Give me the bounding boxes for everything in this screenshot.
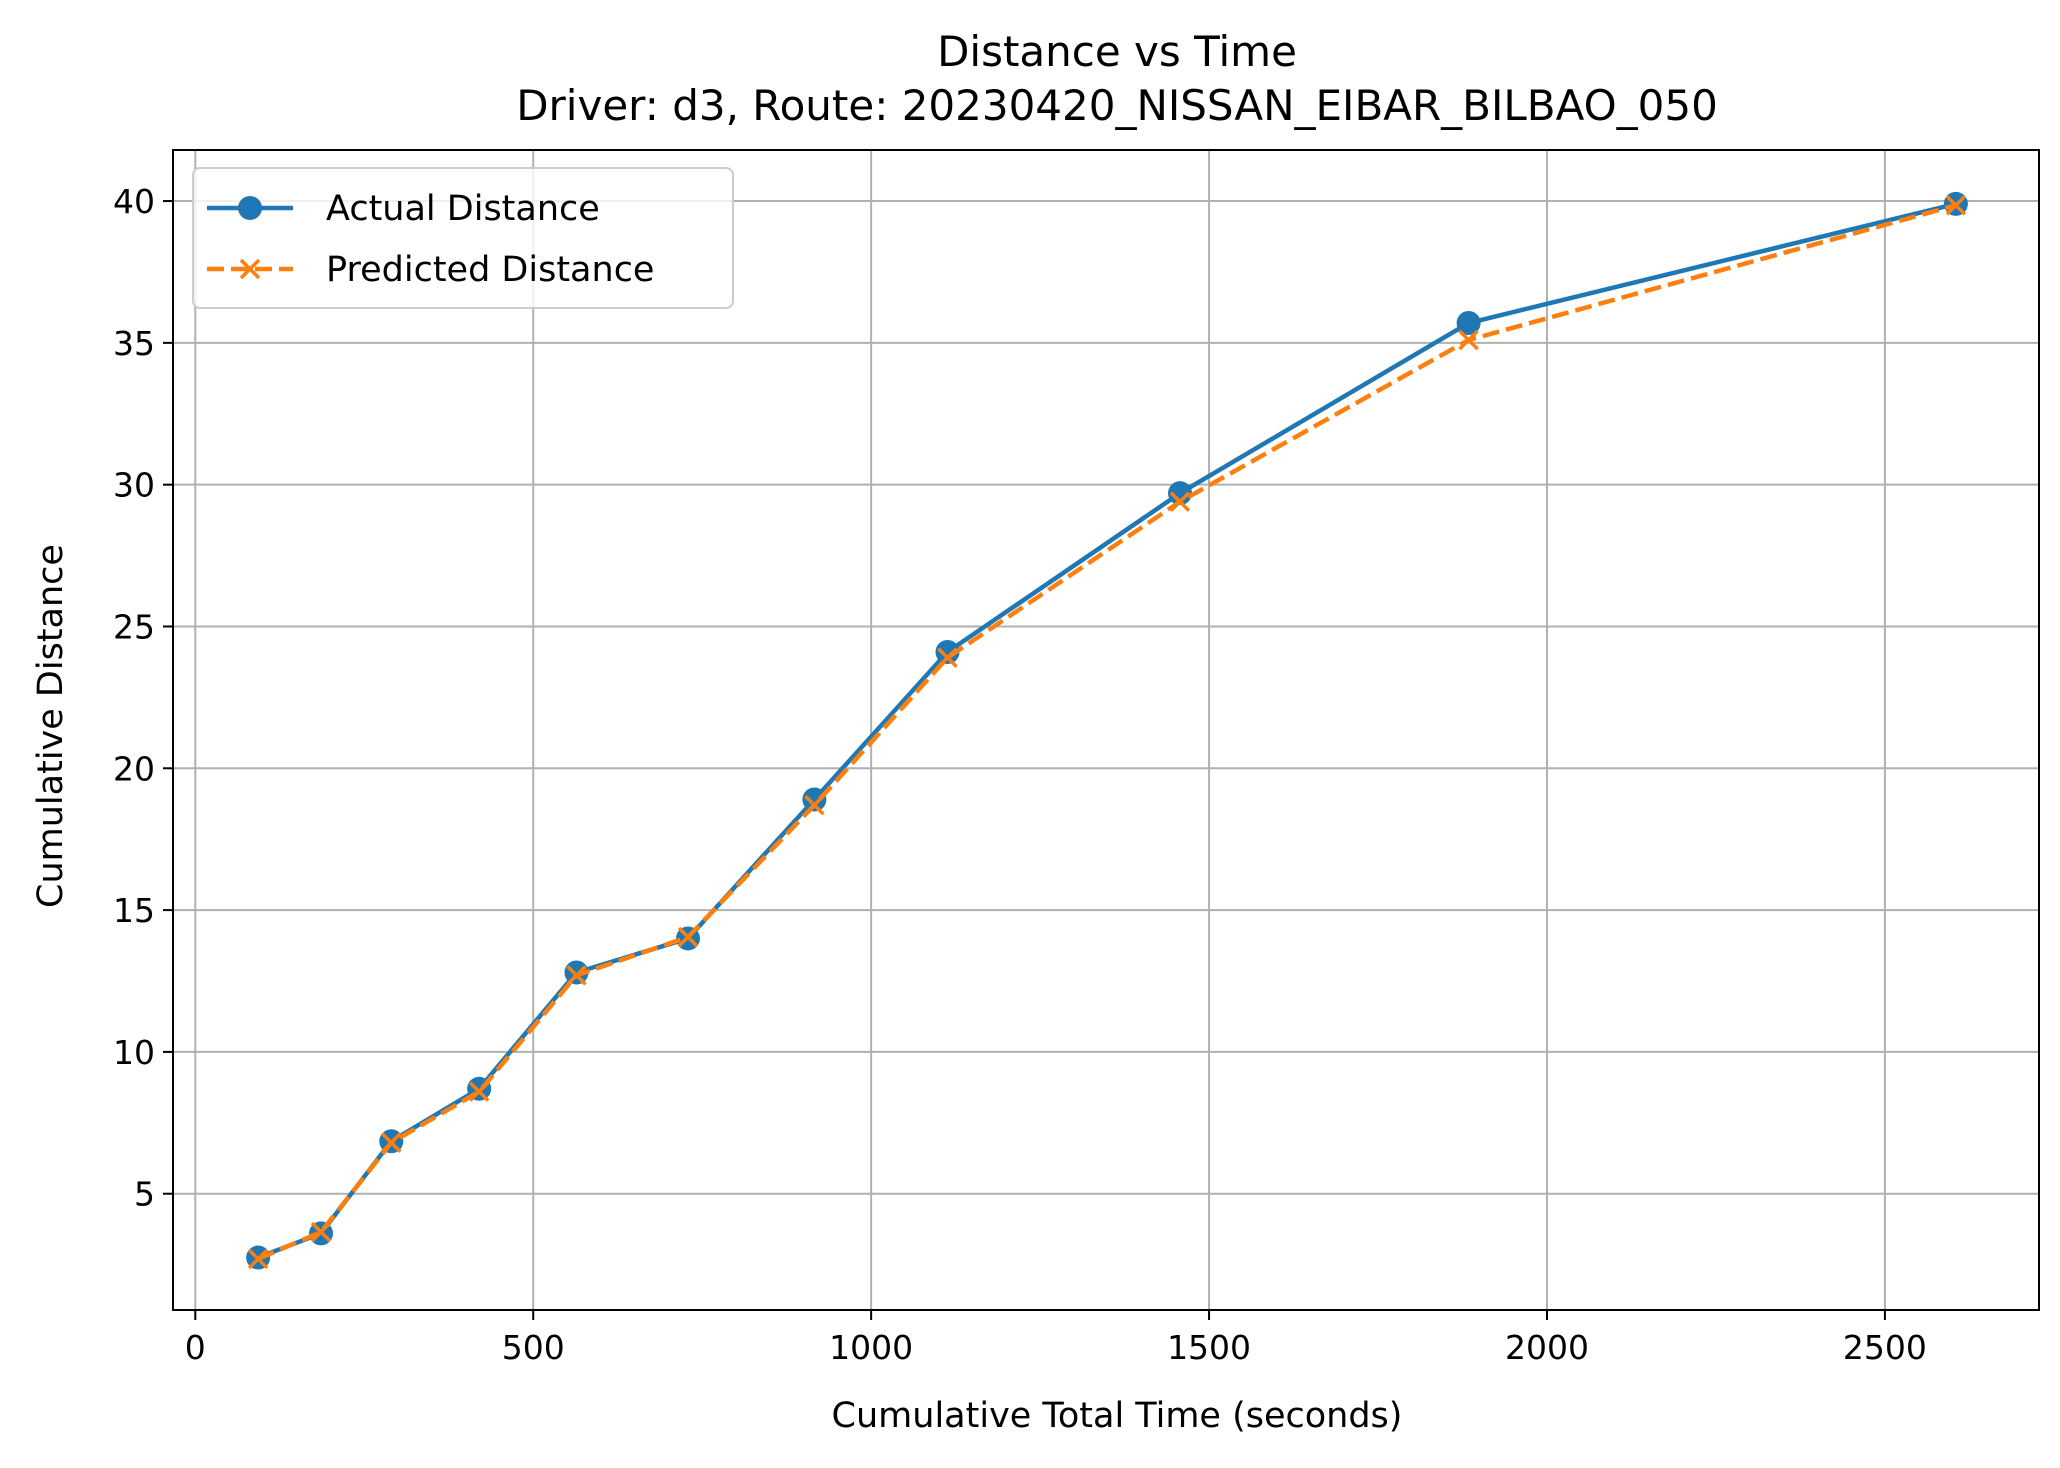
predicted-distance-point [937, 647, 958, 668]
x-tick-label: 1500 [1167, 1328, 1251, 1367]
x-tick-label: 0 [185, 1328, 206, 1367]
predicted-distance-point [1945, 195, 1967, 216]
y-tick-label: 20 [113, 749, 155, 788]
predicted-distance-point [381, 1132, 402, 1153]
x-tick-label: 2000 [1505, 1328, 1589, 1367]
predicted-distance-point [468, 1081, 490, 1102]
legend-swatch-marker [238, 196, 262, 220]
legend-box [192, 167, 734, 309]
legend: Actual Distance Predicted Distance [192, 167, 734, 309]
legend-label: Predicted Distance [326, 250, 654, 290]
chart-title: Distance vs Time [937, 27, 1297, 76]
legend-label: Actual Distance [326, 189, 600, 229]
chart-subtitle: Driver: d3, Route: 20230420_NISSAN_EIBAR… [516, 81, 1718, 130]
actual-distance-point [935, 640, 960, 665]
y-tick-label: 5 [134, 1175, 155, 1214]
legend-items: Actual Distance Predicted Distance [207, 189, 654, 290]
legend-swatch-marker [239, 258, 261, 280]
predicted-distance-point [566, 965, 587, 986]
y-tick-label: 35 [113, 324, 155, 363]
predicted-distance-point [1169, 491, 1191, 512]
grid [173, 150, 2039, 1310]
predicted-distance-point [247, 1248, 269, 1270]
predicted-distance-point [1458, 329, 1479, 351]
y-tick-label: 15 [113, 891, 155, 930]
x-axis-label: Cumulative Total Time (seconds) [832, 1396, 1403, 1436]
plot-frame [172, 149, 2040, 1311]
legend-item-predicted-distance: Predicted Distance [207, 250, 654, 290]
actual-distance-point [1456, 311, 1481, 336]
predicted-distance-series [247, 195, 1967, 1270]
actual-distance-point [802, 787, 827, 812]
actual-distance-point [564, 960, 589, 985]
predicted-distance-point [677, 926, 699, 948]
x-tick-label: 1000 [829, 1328, 913, 1367]
actual-distance-point [1168, 481, 1193, 506]
y-tick-label: 10 [113, 1033, 155, 1072]
legend-item-actual-distance: Actual Distance [207, 189, 600, 229]
series-layer [246, 191, 1968, 1270]
y-axis-label: Cumulative Distance [31, 544, 71, 908]
y-tick-label: 40 [113, 182, 155, 221]
y-tick-label: 30 [113, 466, 155, 505]
x-tick-label: 500 [502, 1328, 565, 1367]
x-tick-label: 2500 [1843, 1328, 1927, 1367]
ticks: 0 500 1000 1500 2000 2500 5 10 15 20 25 30 35 40 [113, 182, 1927, 1367]
y-tick-label: 25 [113, 607, 155, 646]
predicted-distance-point [310, 1221, 332, 1243]
predicted-distance-point [804, 794, 825, 816]
